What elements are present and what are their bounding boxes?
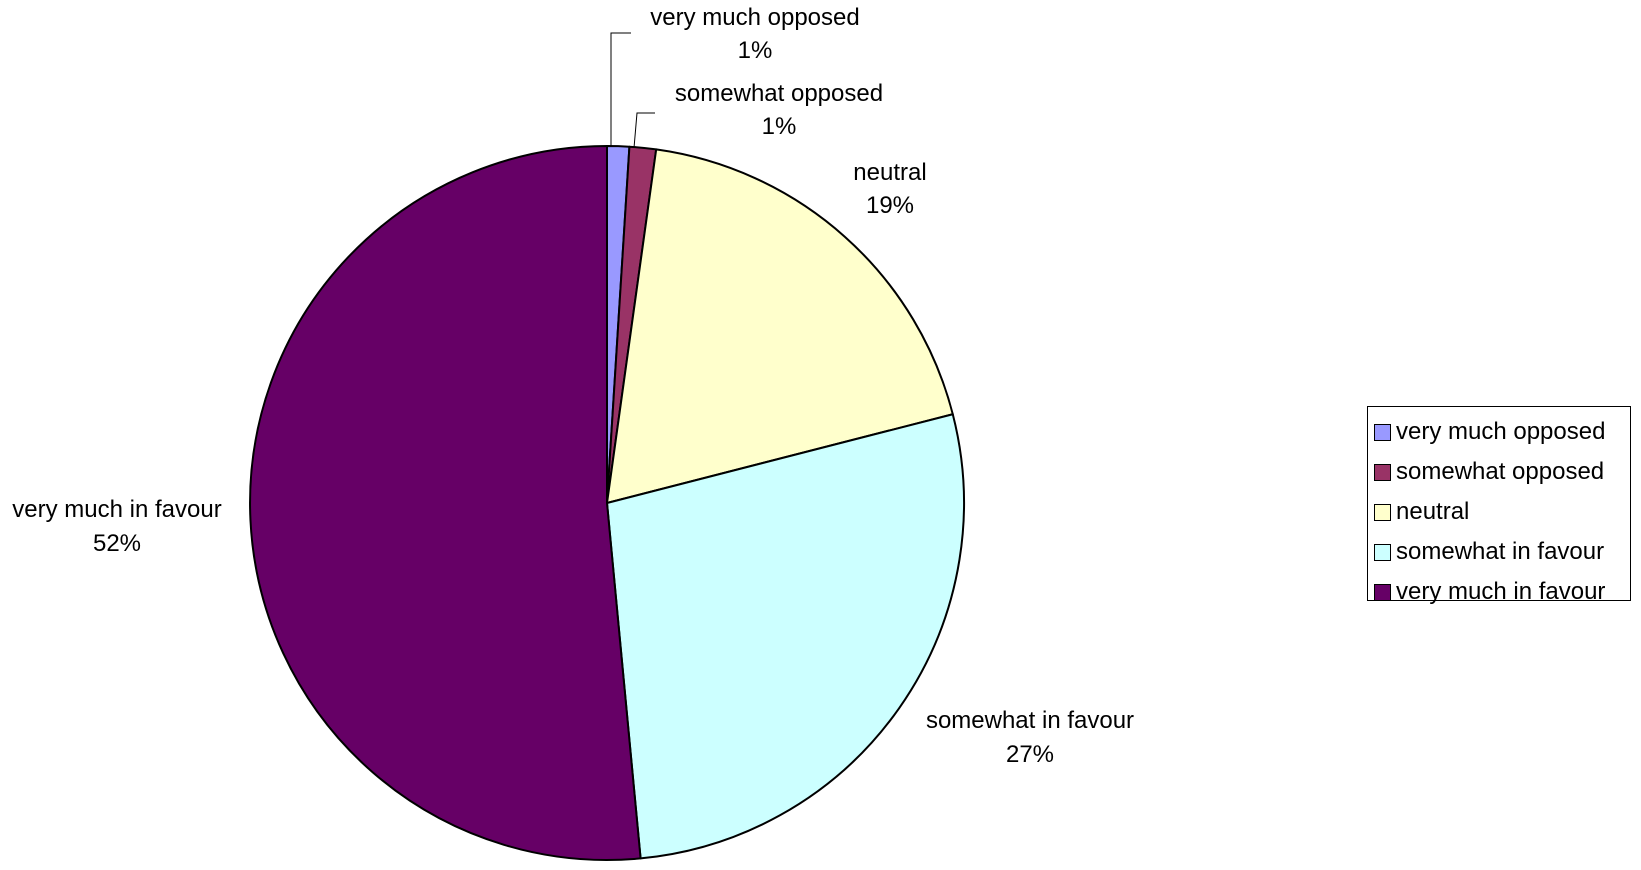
legend-label: somewhat opposed: [1396, 458, 1605, 485]
data-label-name-very-much-in-favour: very much in favour: [12, 496, 221, 523]
data-label-value-somewhat-opposed: 1%: [762, 113, 797, 140]
data-label-value-somewhat-in-favour: 27%: [1006, 741, 1054, 768]
slice-labels: very much opposed 1% somewhat opposed 1% neu…: [12, 4, 1134, 768]
legend-swatch-somewhat-in-favour: [1374, 543, 1391, 561]
legend-item-somewhat-opposed: somewhat opposed: [1374, 452, 1630, 492]
leader-lines: [610, 32, 655, 149]
data-label-name-somewhat-in-favour: somewhat in favour: [926, 707, 1134, 734]
legend-item-very-much-in-favour: very much in favour: [1374, 572, 1630, 612]
pie-slice-very-much-in-favour: [249, 145, 642, 861]
data-label-name-neutral: neutral: [853, 159, 926, 186]
legend: very much opposed somewhat opposed neutr…: [1367, 406, 1631, 605]
data-label-value-neutral: 19%: [866, 192, 914, 219]
leader-line-very-much-opposed: [610, 32, 631, 146]
legend-swatch-very-much-in-favour: [1374, 583, 1391, 601]
legend-item-neutral: neutral: [1374, 492, 1630, 532]
pie-slices: [249, 144, 965, 861]
data-label-name-somewhat-opposed: somewhat opposed: [675, 80, 883, 107]
pie-slice-somewhat-in-favour: [606, 413, 965, 860]
data-label-value-very-much-opposed: 1%: [738, 37, 773, 64]
legend-label: very much in favour: [1396, 578, 1606, 605]
legend-label: neutral: [1396, 498, 1470, 525]
data-label-value-very-much-in-favour: 52%: [93, 530, 141, 557]
data-label-name-very-much-opposed: very much opposed: [650, 4, 859, 31]
legend-swatch-neutral: [1374, 503, 1391, 521]
pie-slice-neutral: [606, 148, 954, 504]
legend-label: somewhat in favour: [1396, 538, 1605, 565]
legend-label: very much opposed: [1396, 418, 1606, 445]
legend-swatch-somewhat-opposed: [1374, 463, 1391, 481]
legend-item-very-much-opposed: very much opposed: [1374, 412, 1630, 452]
legend-swatch-very-much-opposed: [1374, 423, 1391, 441]
legend-item-somewhat-in-favour: somewhat in favour: [1374, 532, 1630, 572]
leader-line-somewhat-opposed: [633, 112, 655, 149]
